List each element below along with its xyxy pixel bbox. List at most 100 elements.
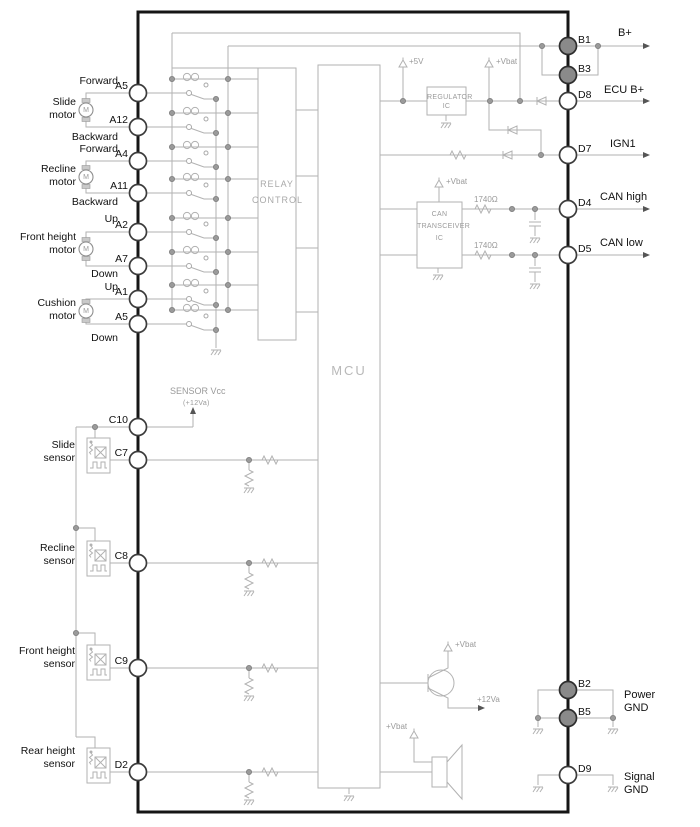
- pin-C8-terminal: [128, 553, 148, 573]
- motor-symbol: M: [83, 308, 89, 315]
- motor-label-slide: Slide motor: [49, 96, 76, 121]
- relay-matrix: [146, 32, 560, 356]
- dir-label: Down: [91, 268, 118, 280]
- motor-symbol: M: [83, 107, 89, 114]
- sensor-vcc-label: SENSOR Vcc: [170, 386, 226, 396]
- transistor-icon: [427, 669, 455, 697]
- pin-A5b-terminal: [128, 314, 148, 334]
- pin-label-A5: A5: [115, 80, 128, 92]
- motor-label-recline: Recline motor: [40, 163, 76, 188]
- can-section: [380, 177, 560, 290]
- pin-C9-terminal: [128, 658, 148, 678]
- can-term-value-1: 1740Ω: [474, 195, 498, 204]
- pin-A4-terminal: [128, 151, 148, 171]
- sensor-label-slide: Slide sensor: [43, 439, 75, 464]
- pin-B1-terminal: [558, 36, 578, 56]
- mcu-block: [317, 64, 381, 789]
- signal-ecu-bplus: ECU B+: [604, 84, 645, 96]
- motor-label-front-height: Front height motor: [19, 231, 76, 256]
- motor-label-cushion: Cushion motor: [37, 297, 76, 322]
- signal-bplus: B+: [618, 27, 632, 39]
- signal-can-high: CAN high: [600, 191, 648, 203]
- pin-label-C7: C7: [114, 447, 128, 459]
- pin-label-D8: D8: [578, 89, 592, 101]
- sensor-label-rear-height: Rear height sensor: [20, 745, 75, 770]
- pin-label-D5: D5: [578, 243, 592, 255]
- signal-signal-gnd: Signal GND: [624, 771, 655, 796]
- dir-label: Up: [104, 281, 118, 293]
- v5-label: +5V: [409, 57, 424, 66]
- motor-symbol: M: [83, 246, 89, 253]
- pin-label-C8: C8: [114, 550, 128, 562]
- pin-label-A2: A2: [115, 219, 128, 231]
- pin-label-B5: B5: [578, 706, 591, 718]
- sensor-vcc-voltage: (+12Va): [183, 400, 210, 407]
- sensor-label-front-height: Front height sensor: [18, 645, 75, 670]
- pin-label-C10: C10: [108, 414, 128, 426]
- regulator-label: REGULATOR IC: [427, 94, 473, 110]
- dir-label: Up: [104, 213, 118, 225]
- connector-pins: [128, 36, 578, 785]
- pin-label-A1: A1: [115, 286, 128, 298]
- pin-label-A12: A12: [109, 114, 128, 126]
- signal-can-low: CAN low: [600, 237, 643, 249]
- right-external-wiring: [532, 43, 650, 793]
- pin-label-B2: B2: [578, 678, 591, 690]
- pin-D8-terminal: [558, 91, 578, 111]
- pin-D7-terminal: [558, 145, 578, 165]
- dir-label: Forward: [79, 75, 118, 87]
- relay-control-label: RELAY CONTROL: [252, 179, 304, 205]
- regulator-block: [426, 86, 467, 116]
- pin-D5-terminal: [558, 245, 578, 265]
- motor-wiring: [78, 92, 130, 325]
- relay-control-block: [257, 67, 297, 341]
- can-cap-1: [528, 221, 542, 227]
- dir-label: Down: [91, 332, 118, 344]
- pin-C10-terminal: [128, 417, 148, 437]
- pin-A7-terminal: [128, 256, 148, 276]
- can-cap-2: [528, 267, 542, 273]
- pin-D4-terminal: [558, 199, 578, 219]
- signal-power-gnd: Power GND: [624, 689, 656, 714]
- pin-label-D7: D7: [578, 143, 592, 155]
- vbat-label: +Vbat: [496, 57, 518, 66]
- pin-B3-terminal: [558, 65, 578, 85]
- pin-D2-terminal: [128, 762, 148, 782]
- pin-label-A4: A4: [115, 148, 128, 160]
- output-section: [380, 641, 485, 801]
- mcu-label: MCU: [331, 363, 367, 378]
- vbat-label: +Vbat: [446, 177, 468, 186]
- vbat-label: +Vbat: [386, 722, 408, 731]
- sensor-wiring: [73, 423, 130, 784]
- pin-A5-terminal: [128, 83, 148, 103]
- pin-B2-terminal: [558, 680, 578, 700]
- pin-A12-terminal: [128, 117, 148, 137]
- ecu-border: [136, 10, 570, 814]
- dir-label: Backward: [71, 196, 118, 208]
- speaker-icon: [431, 756, 448, 788]
- pin-label-A5b: A5: [115, 311, 128, 323]
- pin-label-D4: D4: [578, 197, 592, 209]
- pin-label-A7: A7: [115, 253, 128, 265]
- can-term-value-2: 1740Ω: [474, 241, 498, 250]
- pin-label-C9: C9: [114, 655, 128, 667]
- pin-label-B1: B1: [578, 34, 591, 46]
- dir-label: Backward: [71, 131, 118, 143]
- pin-D9-terminal: [558, 765, 578, 785]
- sensor-input-rows: [146, 407, 318, 806]
- pin-label-D2: D2: [114, 759, 128, 771]
- pin-label-A11: A11: [110, 180, 128, 192]
- pin-C7-terminal: [128, 450, 148, 470]
- pin-A2-terminal: [128, 222, 148, 242]
- pin-B5-terminal: [558, 708, 578, 728]
- pin-label-D9: D9: [578, 763, 592, 775]
- sensor-label-recline: Recline sensor: [39, 542, 75, 567]
- pin-label-B3: B3: [578, 63, 591, 75]
- vbat-label: +Vbat: [455, 640, 477, 649]
- can-transceiver-block: [416, 201, 463, 269]
- dir-label: Forward: [79, 143, 118, 155]
- pin-A1-terminal: [128, 289, 148, 309]
- power-section: [380, 57, 560, 160]
